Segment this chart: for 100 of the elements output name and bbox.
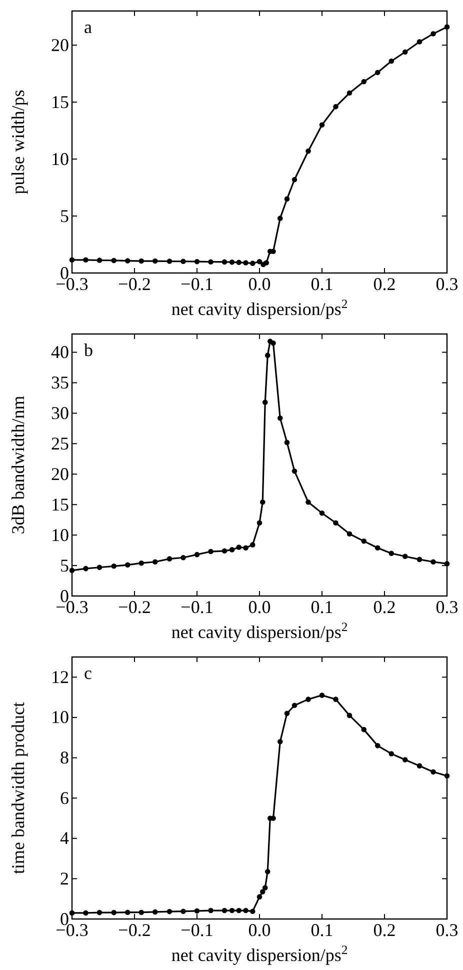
y-tick-label: 15 [51,92,69,112]
point [444,24,450,30]
point [292,176,298,182]
point [333,520,338,526]
point [222,259,228,265]
y-tick-label: 30 [51,402,69,423]
point [152,258,158,264]
point [180,258,186,264]
point [194,258,200,264]
y-tick-label: 20 [51,464,69,484]
point [333,696,338,702]
point [243,545,248,551]
point [138,910,144,915]
x-tick-label: 0.3 [436,596,458,617]
y-axis-title: pulse width/ps [8,90,28,194]
y-tick-label: 15 [51,494,69,514]
point [264,352,270,358]
point [260,889,266,894]
point [236,544,242,550]
x-tick-label: 0.2 [373,596,396,617]
point [69,568,75,574]
x-tick-label: −0.2 [118,596,151,617]
point [229,908,235,914]
point [83,910,88,916]
point [277,739,283,744]
point [416,39,422,44]
point [306,500,311,505]
point [111,910,117,916]
x-tick-label: 0.3 [436,274,458,294]
point [361,726,367,732]
point [96,258,102,263]
point [402,554,408,560]
point [208,259,214,264]
point [111,258,117,264]
point [250,260,256,266]
x-tick-label: 0.0 [248,920,271,940]
point [152,909,158,915]
y-tick-label: 25 [51,433,69,454]
point [284,440,290,446]
y-tick-label: 2 [60,868,69,888]
point [208,908,214,914]
point [284,710,290,716]
point [96,910,102,916]
point [250,542,256,548]
y-tick-label: 5 [60,555,69,576]
point [243,908,248,914]
point [262,885,268,890]
y-tick-label: 10 [51,707,69,728]
point [194,552,200,558]
y-tick-label: 20 [51,34,69,55]
x-tick-label: −0.1 [180,274,214,294]
point [180,908,186,914]
y-tick-label: 4 [60,828,69,848]
y-tick-label: 10 [51,524,69,545]
annotation: a [84,17,92,37]
point [69,910,75,916]
y-tick-label: 12 [51,666,69,687]
point [69,257,75,263]
point [374,70,380,76]
point [402,49,408,55]
point [138,560,144,566]
point [222,908,228,914]
point [243,260,248,266]
y-axis-title: 3dB bandwidth/nm [8,396,28,534]
y-tick-label: 6 [60,788,69,808]
y-tick-label: 40 [51,342,69,362]
point [430,769,436,775]
point [166,908,172,914]
x-tick-label: 0.2 [373,274,396,294]
point [222,548,228,554]
point [277,216,283,221]
point [194,908,200,914]
point [96,564,102,570]
x-tick-label: 0.2 [373,920,396,940]
point [292,468,298,474]
y-tick-label: 10 [51,148,69,169]
point [124,258,130,264]
point [306,148,311,154]
point [444,561,450,566]
point [229,260,235,265]
point [83,257,88,263]
point [402,757,408,762]
x-axis-title: net cavity dispersion/ps$^{2}$ [171,943,348,965]
point [292,702,298,708]
point [361,78,367,84]
point [166,556,172,562]
point [388,751,394,756]
point [346,531,352,536]
point [124,562,130,568]
point [346,712,352,718]
x-axis-title: net cavity dispersion/ps$^{2}$ [171,620,348,642]
point [83,566,88,572]
point [111,564,117,569]
point [152,559,158,565]
point [430,559,436,565]
point [264,869,270,874]
point [260,500,266,505]
point [256,520,262,526]
point [138,258,144,264]
point [319,122,325,128]
